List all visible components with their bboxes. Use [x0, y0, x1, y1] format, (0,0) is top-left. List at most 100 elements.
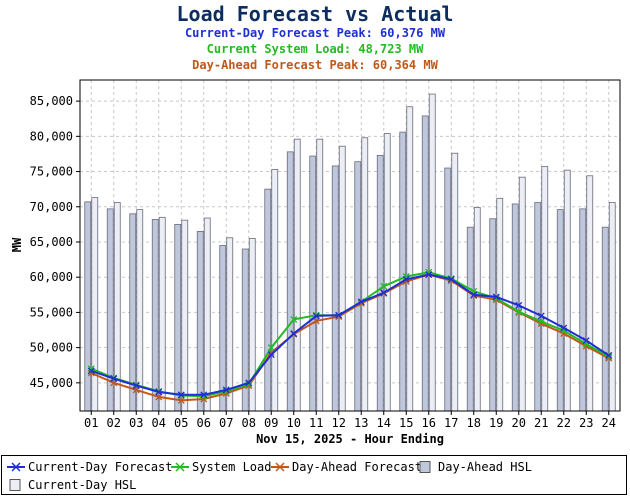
- plot-area: [80, 80, 620, 411]
- legend: Current-Day Forecast System Load Day-Ahe…: [1, 455, 627, 495]
- y-tick-label: 65,000: [30, 235, 73, 249]
- bar-day-ahead-hsl: [556, 209, 564, 412]
- x-tick-label: 18: [467, 416, 481, 430]
- bar-current-day-hsl: [361, 137, 369, 412]
- bar-current-day-hsl: [136, 209, 144, 412]
- bar-day-ahead-hsl: [601, 226, 609, 412]
- x-tick-label: 12: [332, 416, 346, 430]
- point-day-ahead-forecast: [312, 317, 320, 325]
- bar-day-ahead-hsl: [129, 213, 137, 412]
- legend-label: Day-Ahead HSL: [438, 460, 532, 474]
- x-tick-label: 09: [264, 416, 278, 430]
- x-tick-label: 06: [197, 416, 211, 430]
- x-tick-label: 16: [422, 416, 436, 430]
- line-marker-icon: [171, 462, 189, 472]
- bar-day-ahead-hsl: [196, 231, 204, 412]
- point-current-day-forecast: [447, 275, 455, 283]
- load-chart: 45,000 50,000 55,000 60,000 65,000 70,000 75,0…: [10, 79, 621, 446]
- bar-day-ahead-hsl: [534, 202, 542, 412]
- x-tick-label: 04: [152, 416, 166, 430]
- bar-day-ahead-hsl: [174, 223, 182, 412]
- x-axis-label: Nov 15, 2025 - Hour Ending: [256, 432, 444, 446]
- bar-day-ahead-hsl: [466, 226, 474, 412]
- day-ahead-peak-text: Day-Ahead Forecast Peak: 60,364 MW: [192, 58, 438, 72]
- point-current-day-forecast: [245, 379, 253, 387]
- bar-day-ahead-hsl: [579, 208, 587, 412]
- bar-day-ahead-hsl: [309, 155, 317, 412]
- line-current-day-forecast: [90, 273, 610, 396]
- point-current-day-forecast: [537, 312, 545, 320]
- x-tick-label: 14: [377, 416, 391, 430]
- point-current-day-forecast: [177, 391, 185, 399]
- plot-frame: [79, 79, 621, 412]
- point-current-day-forecast: [290, 330, 298, 337]
- y-tick-label: 55,000: [30, 305, 73, 319]
- box-marker-icon: [9, 479, 21, 491]
- axes: 45,000 50,000 55,000 60,000 65,000 70,000 75,0…: [30, 79, 621, 430]
- bar-day-ahead-hsl: [376, 154, 384, 412]
- x-tick-label: 05: [174, 416, 188, 430]
- series-lines: [87, 268, 613, 404]
- bar-current-day-hsl: [473, 207, 481, 412]
- bar-day-ahead-hsl: [84, 201, 92, 412]
- y-tick-label: 80,000: [30, 129, 73, 143]
- y-tick-label: 75,000: [30, 165, 73, 179]
- point-system-load: [245, 380, 253, 388]
- y-tick-label: 50,000: [30, 341, 73, 355]
- legend-label: Current-Day Forecast: [28, 460, 173, 474]
- bar-day-ahead-hsl: [151, 219, 159, 412]
- point-current-day-forecast: [402, 275, 410, 283]
- bar-current-day-hsl: [563, 169, 571, 412]
- bar-day-ahead-hsl: [489, 218, 497, 412]
- x-tick-label: 22: [557, 416, 571, 430]
- point-current-day-forecast: [605, 351, 613, 359]
- point-system-load: [380, 282, 388, 290]
- bar-day-ahead-hsl: [219, 245, 227, 412]
- bar-current-day-hsl: [316, 138, 324, 412]
- legend-label: Current-Day HSL: [28, 478, 137, 492]
- point-current-day-forecast: [560, 324, 568, 332]
- y-tick-label: 45,000: [30, 376, 73, 390]
- x-tick-label: 17: [444, 416, 458, 430]
- bar-day-ahead-hsl: [286, 151, 294, 412]
- gridlines: [80, 80, 620, 411]
- y-tick-label: 85,000: [30, 94, 73, 108]
- point-day-ahead-forecast: [155, 393, 163, 401]
- bar-current-day-hsl: [203, 217, 211, 412]
- point-current-day-forecast: [582, 337, 590, 345]
- bar-day-ahead-hsl: [354, 161, 362, 412]
- point-system-load: [515, 308, 523, 316]
- x-tick-label: 15: [399, 416, 413, 430]
- point-day-ahead-forecast: [177, 396, 185, 404]
- x-tick-label: 20: [512, 416, 526, 430]
- x-tick-label: 19: [489, 416, 503, 430]
- bar-current-day-hsl: [293, 138, 301, 412]
- x-tick-label: 02: [107, 416, 121, 430]
- point-current-day-forecast: [515, 301, 523, 309]
- y-tick-label: 70,000: [30, 200, 73, 214]
- point-current-day-forecast: [425, 271, 433, 279]
- box-marker-icon: [419, 461, 431, 473]
- x-tick-label: 11: [309, 416, 323, 430]
- point-current-day-forecast: [492, 293, 500, 301]
- bar-current-day-hsl: [271, 169, 279, 412]
- legend-label: Day-Ahead Forecast: [292, 460, 423, 474]
- point-current-day-forecast: [132, 382, 140, 390]
- point-current-day-forecast: [267, 351, 275, 359]
- current-day-peak-text: Current-Day Forecast Peak: 60,376 MW: [184, 26, 446, 40]
- bar-current-day-hsl: [226, 237, 234, 412]
- legend-label: System Load: [192, 460, 272, 474]
- point-current-day-forecast: [87, 367, 95, 375]
- bar-current-day-hsl: [91, 197, 99, 412]
- x-tick-label: 13: [354, 416, 368, 430]
- bar-day-ahead-hsl: [264, 188, 272, 412]
- bar-current-day-hsl: [406, 106, 414, 412]
- point-system-load: [290, 315, 298, 323]
- x-tick-label: 08: [242, 416, 256, 430]
- y-axis-label: MW: [10, 237, 24, 252]
- point-current-day-forecast: [200, 391, 208, 399]
- point-current-day-forecast: [357, 298, 365, 306]
- bar-current-day-hsl: [496, 197, 504, 412]
- bar-current-day-hsl: [518, 176, 526, 412]
- y-tick-label: 60,000: [30, 270, 73, 284]
